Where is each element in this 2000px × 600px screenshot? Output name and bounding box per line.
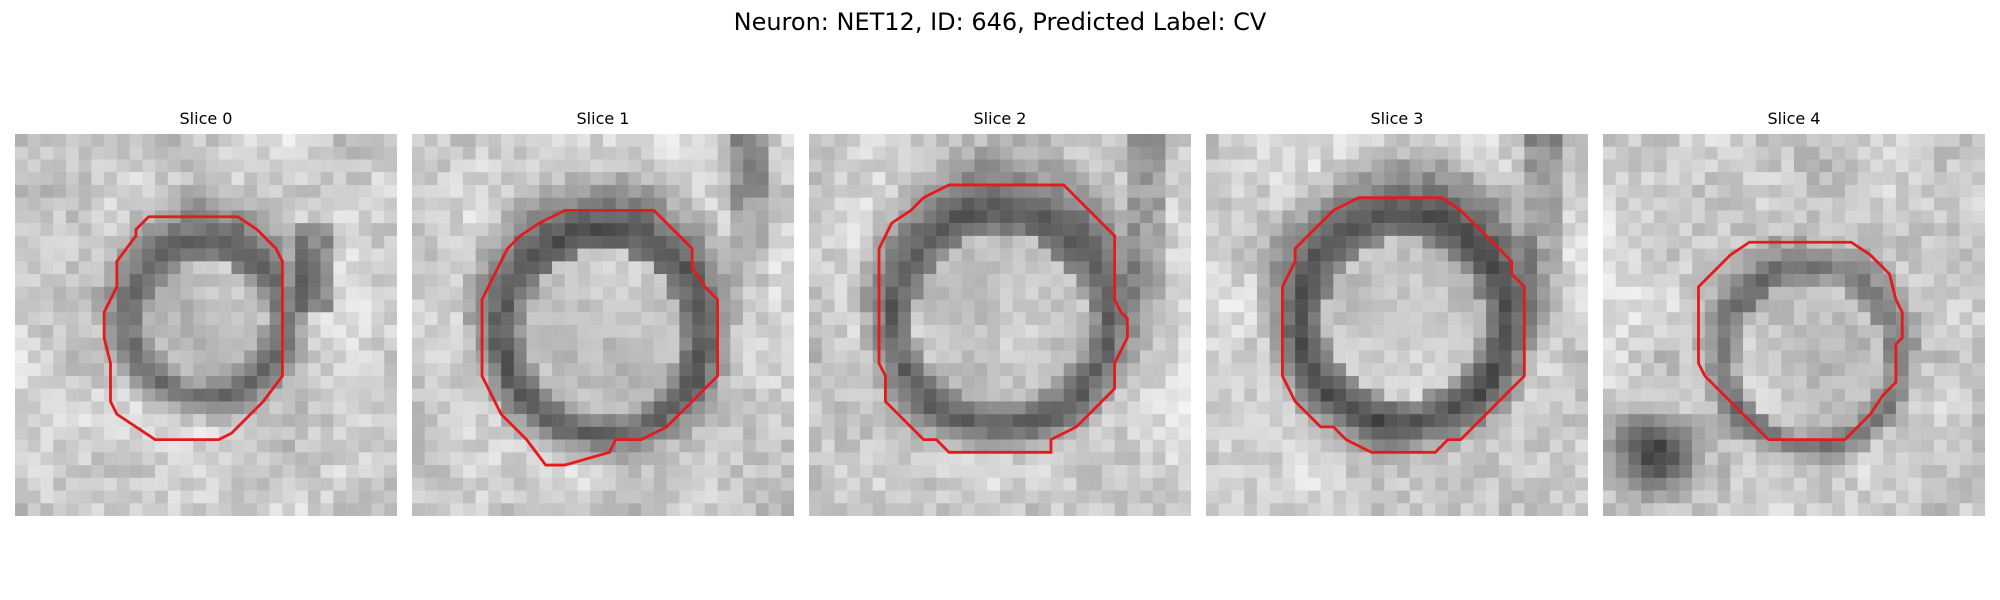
segmentation-contour [480,208,720,467]
segmentation-contour [1280,196,1526,454]
slice-panel-2: Slice 2 [809,108,1191,518]
slice-image [412,134,794,516]
slice-title: Slice 0 [179,109,233,128]
slice-image [1206,134,1588,516]
figure-title: Neuron: NET12, ID: 646, Predicted Label:… [733,8,1267,36]
segmentation-contour [102,215,284,442]
slice-panel-3: Slice 3 [1206,108,1588,518]
slice-pixels [412,134,794,516]
slice-panel-1: Slice 1 [412,108,794,518]
segmentation-contour [877,183,1129,454]
slice-pixels [1206,134,1588,516]
slice-image [15,134,397,516]
slice-pixels [1603,134,1985,516]
slice-title: Slice 3 [1370,109,1424,128]
slice-image [1603,134,1985,516]
slice-pixels [809,134,1191,516]
slice-title: Slice 2 [973,109,1027,128]
slice-pixels [15,134,397,516]
slice-panel-0: Slice 0 [15,108,397,518]
slice-image [809,134,1191,516]
slice-panel-4: Slice 4 [1603,108,1985,518]
slice-title: Slice 1 [576,109,630,128]
slice-title: Slice 4 [1767,109,1821,128]
segmentation-contour [1697,240,1904,442]
